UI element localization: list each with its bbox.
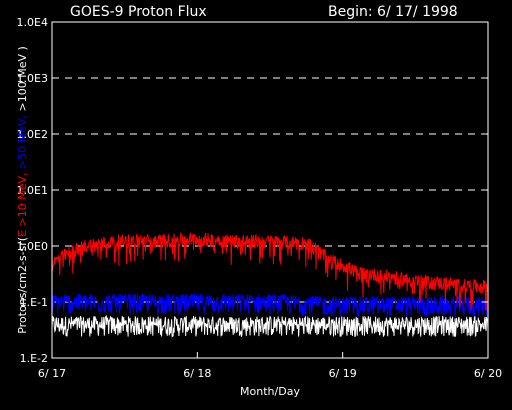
y-axis-label-part: >100 MeV ) [16, 46, 29, 111]
begin-date: Begin: 6/ 17/ 1998 [328, 4, 458, 20]
y-tick-label: 1.0E1 [17, 184, 48, 197]
y-tick-label: 1.0E2 [17, 128, 48, 141]
x-tick-label: 6/ 18 [183, 367, 211, 380]
x-tick-label: 6/ 20 [474, 367, 502, 380]
y-tick-label: 1.0E0 [17, 240, 48, 253]
x-tick-label: 6/ 19 [329, 367, 357, 380]
y-ticks: 1.E-2 1.E-1 1.0E0 1.0E1 1.0E2 1.0E3 1.0E4 [17, 16, 488, 365]
y-axis-label: Protons/cm2-s-sr(E >10 MeV, >50 MeV, >10… [16, 46, 29, 334]
x-axis-label: Month/Day [240, 385, 300, 398]
x-tick-label: 6/ 17 [38, 367, 66, 380]
y-axis-label-part: E >10 MeV, [16, 169, 29, 237]
y-tick-label: 1.0E4 [17, 16, 48, 29]
x-ticks: 6/ 17 6/ 18 6/ 19 6/ 20 [38, 352, 502, 380]
chart-title: GOES-9 Proton Flux [70, 4, 207, 20]
y-tick-label: 1.E-2 [20, 352, 48, 365]
series-line [51, 293, 489, 317]
y-axis-label-part: Protons/cm2-s-sr( [16, 237, 29, 334]
series-line [51, 232, 489, 311]
series-line [51, 315, 489, 338]
y-tick-label: 1.0E3 [17, 72, 48, 85]
y-axis-label-part: >50 MeV, [16, 111, 29, 169]
series-group [51, 232, 489, 338]
grid-lines [52, 77, 488, 303]
y-tick-label: 1.E-1 [20, 296, 48, 309]
